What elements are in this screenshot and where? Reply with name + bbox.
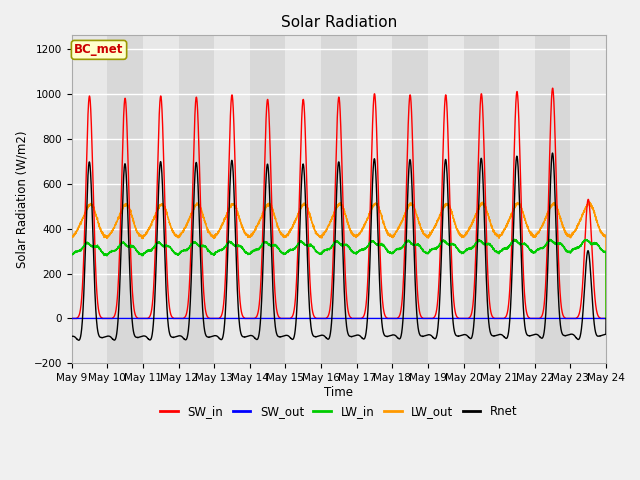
Bar [250, 36, 285, 363]
Bar [570, 36, 606, 363]
X-axis label: Time: Time [324, 386, 353, 399]
Bar [428, 36, 463, 363]
Text: BC_met: BC_met [74, 43, 124, 56]
Bar [143, 36, 179, 363]
Bar [214, 36, 250, 363]
Title: Solar Radiation: Solar Radiation [281, 15, 397, 30]
Bar [499, 36, 535, 363]
Bar [463, 36, 499, 363]
Y-axis label: Solar Radiation (W/m2): Solar Radiation (W/m2) [15, 131, 28, 268]
Bar [179, 36, 214, 363]
Bar [321, 36, 356, 363]
Bar [108, 36, 143, 363]
Bar [535, 36, 570, 363]
Bar [356, 36, 392, 363]
Bar [392, 36, 428, 363]
Bar [285, 36, 321, 363]
Legend: SW_in, SW_out, LW_in, LW_out, Rnet: SW_in, SW_out, LW_in, LW_out, Rnet [156, 401, 522, 423]
Bar [72, 36, 108, 363]
